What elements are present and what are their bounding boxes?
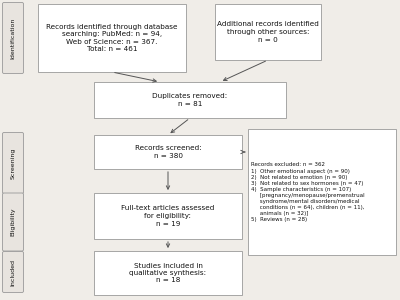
Text: Identification: Identification (10, 17, 16, 59)
Text: Duplicates removed:
n = 81: Duplicates removed: n = 81 (152, 93, 228, 107)
FancyBboxPatch shape (94, 135, 242, 169)
FancyBboxPatch shape (2, 2, 24, 74)
Text: Studies included in
qualitative synthesis:
n = 18: Studies included in qualitative synthesi… (130, 262, 206, 284)
FancyBboxPatch shape (94, 251, 242, 295)
Text: Additional records identified
through other sources:
n = 0: Additional records identified through ot… (217, 22, 319, 43)
Text: Records identified through database
searching: PubMed: n = 94,
Web of Science: n: Records identified through database sear… (46, 24, 178, 52)
FancyBboxPatch shape (94, 193, 242, 239)
FancyBboxPatch shape (2, 251, 24, 292)
Text: Screening: Screening (10, 147, 16, 179)
Text: Eligibility: Eligibility (10, 208, 16, 236)
FancyBboxPatch shape (248, 129, 396, 255)
FancyBboxPatch shape (2, 133, 24, 194)
Text: Full-text articles assessed
for eligibility:
n = 19: Full-text articles assessed for eligibil… (121, 206, 215, 226)
FancyBboxPatch shape (215, 4, 321, 60)
Text: Included: Included (10, 259, 16, 286)
Text: Records screened:
n = 380: Records screened: n = 380 (135, 145, 201, 159)
FancyBboxPatch shape (2, 193, 24, 251)
Text: Records excluded: n = 362
1)  Other emotional aspect (n = 90)
2)  Not related to: Records excluded: n = 362 1) Other emoti… (251, 163, 365, 221)
FancyBboxPatch shape (38, 4, 186, 72)
FancyBboxPatch shape (94, 82, 286, 118)
